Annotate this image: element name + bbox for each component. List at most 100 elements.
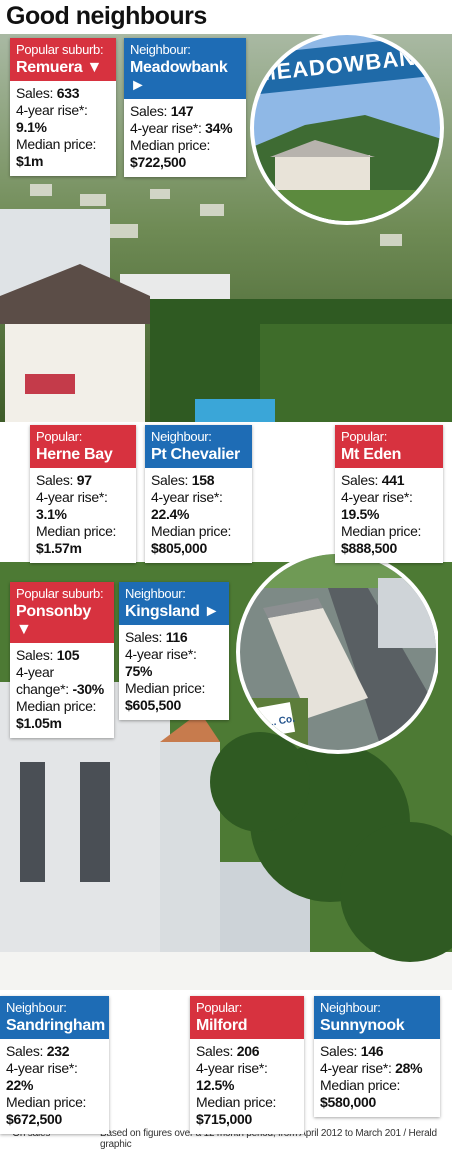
title: Good neighbours — [6, 2, 207, 30]
stat-line: Median price: $722,500 — [130, 137, 240, 171]
card-header: Neighbour: Pt Chevalier — [145, 425, 252, 468]
stat-value: 206 — [236, 1043, 260, 1059]
stat-value: 22.4% — [151, 506, 190, 522]
stat-label: Median price: — [16, 136, 97, 152]
stat-value: 34% — [205, 120, 233, 136]
stat-value: $1.05m — [16, 715, 62, 731]
suburb-name: Ponsonby ▼ — [16, 603, 91, 638]
stat-line: Sales: 116 — [125, 629, 223, 646]
suburb-name: Sandringham — [6, 1017, 105, 1034]
stat-line: 4-year rise*: 9.1% — [16, 102, 110, 136]
stat-value: 232 — [46, 1043, 70, 1059]
stat-label: Sales: — [151, 472, 189, 488]
suburb-card: Neighbour: Sunnynook Sales: 146 4-year rise… — [314, 996, 440, 1117]
stat-value: $805,000 — [151, 540, 207, 556]
stat-line: Median price: $888,500 — [341, 523, 437, 557]
stat-label: Sales: — [320, 1043, 358, 1059]
stat-label: Sales: — [125, 629, 163, 645]
stat-line: 4-year rise*: 22.4% — [151, 489, 246, 523]
suburb-card: Neighbour: Sandringham Sales: 232 4-year ri… — [0, 996, 109, 1134]
card-body: Sales: 158 4-year rise*: 22.4% Median pric… — [145, 468, 252, 563]
stat-label: Sales: — [341, 472, 379, 488]
card-header: Popular suburb: Ponsonby ▼ — [10, 582, 114, 643]
suburb-card: Neighbour: Pt Chevalier Sales: 158 4-year r… — [145, 425, 252, 563]
suburb-card: Popular suburb: Remuera ▼ Sales: 633 4-year… — [10, 38, 116, 176]
stat-line: Sales: 146 — [320, 1043, 434, 1060]
stat-value: $715,000 — [196, 1111, 252, 1127]
card-label: Neighbour: — [151, 429, 212, 444]
suburb-card: Popular: Milford Sales: 206 4-year rise*: 1… — [190, 996, 304, 1134]
stat-line: Sales: 232 — [6, 1043, 103, 1060]
stat-line: Sales: 97 — [36, 472, 130, 489]
stat-label: 4-year rise*: — [341, 489, 413, 505]
suburb-name: Herne Bay — [36, 446, 113, 463]
photo-kingsland: MACHINE... Co. — [236, 550, 438, 754]
stat-label: Median price: — [16, 698, 97, 714]
stat-value: 28% — [395, 1060, 423, 1076]
stat-value: 75% — [125, 663, 153, 679]
stat-label: 4-year rise*: — [125, 646, 197, 662]
card-header: Popular: Milford — [190, 996, 304, 1039]
stat-line: 4-year rise*: 3.1% — [36, 489, 130, 523]
card-body: Sales: 147 4-year rise*: 34% Median price:… — [124, 99, 246, 177]
stat-value: -30% — [72, 681, 104, 697]
suburb-card: Popular: Mt Eden Sales: 441 4-year rise*: 1… — [335, 425, 443, 563]
stat-label: 4-year change*: — [16, 664, 69, 697]
photo-meadowbank: MEADOWBANK — [250, 31, 444, 225]
card-label: Popular: — [341, 429, 388, 444]
card-header: Neighbour: Meadowbank ► — [124, 38, 246, 99]
stat-value: 146 — [360, 1043, 384, 1059]
stat-line: Median price: $1.57m — [36, 523, 130, 557]
stat-label: 4-year rise*: — [6, 1060, 78, 1076]
card-body: Sales: 116 4-year rise*: 75% Median price:… — [119, 625, 229, 720]
stat-line: Sales: 105 — [16, 647, 108, 664]
stat-label: 4-year rise*: — [16, 102, 88, 118]
card-label: Neighbour: — [6, 1000, 67, 1015]
stat-value: 3.1% — [36, 506, 67, 522]
card-header: Popular: Herne Bay — [30, 425, 136, 468]
stat-value: 105 — [56, 647, 80, 663]
stat-line: Median price: $605,500 — [125, 680, 223, 714]
stat-line: 4-year rise*: 75% — [125, 646, 223, 680]
stat-value: 158 — [191, 472, 215, 488]
stat-line: 4-year rise*: 19.5% — [341, 489, 437, 523]
stat-label: Median price: — [36, 523, 117, 539]
card-body: Sales: 97 4-year rise*: 3.1% Median price:… — [30, 468, 136, 563]
suburb-name: Meadowbank ► — [130, 59, 228, 94]
stat-label: Median price: — [130, 137, 211, 153]
suburb-card: Neighbour: Kingsland ► Sales: 116 4-year ri… — [119, 582, 229, 720]
stat-value: $1.57m — [36, 540, 82, 556]
card-body: Sales: 206 4-year rise*: 12.5% Median pric… — [190, 1039, 304, 1134]
stat-value: $722,500 — [130, 154, 186, 170]
card-label: Popular suburb: — [16, 42, 104, 57]
stat-line: Sales: 633 — [16, 85, 110, 102]
stat-value: 147 — [170, 103, 194, 119]
suburb-card: Neighbour: Meadowbank ► Sales: 147 4-year r… — [124, 38, 246, 177]
card-label: Popular suburb: — [16, 586, 104, 601]
stat-value: 441 — [381, 472, 405, 488]
stat-line: 4-year rise*: 12.5% — [196, 1060, 298, 1094]
suburb-card: Popular suburb: Ponsonby ▼ Sales: 105 4-yea… — [10, 582, 114, 738]
stat-label: Sales: — [36, 472, 74, 488]
card-header: Popular suburb: Remuera ▼ — [10, 38, 116, 81]
suburb-card: Popular: Herne Bay Sales: 97 4-year rise*: … — [30, 425, 136, 563]
stat-label: Median price: — [6, 1094, 87, 1110]
card-header: Popular: Mt Eden — [335, 425, 443, 468]
stat-label: Sales: — [196, 1043, 234, 1059]
stat-value: $672,500 — [6, 1111, 62, 1127]
stat-line: Median price: $715,000 — [196, 1094, 298, 1128]
stat-line: Median price: $1m — [16, 136, 110, 170]
stat-line: 4-year change*: -30% — [16, 664, 108, 698]
card-header: Neighbour: Sandringham — [0, 996, 109, 1039]
stat-value: 12.5% — [196, 1077, 235, 1093]
card-body: Sales: 232 4-year rise*: 22% Median price:… — [0, 1039, 109, 1134]
stat-value: $605,500 — [125, 697, 181, 713]
stat-line: 4-year rise*: 34% — [130, 120, 240, 137]
stat-value: 19.5% — [341, 506, 380, 522]
card-body: Sales: 441 4-year rise*: 19.5% Median pric… — [335, 468, 443, 563]
stat-line: Sales: 441 — [341, 472, 437, 489]
stat-line: Sales: 158 — [151, 472, 246, 489]
card-label: Popular: — [36, 429, 83, 444]
stat-label: Median price: — [125, 680, 206, 696]
